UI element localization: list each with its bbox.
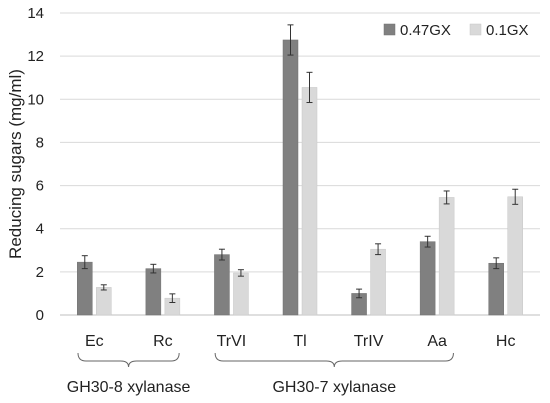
x-tick-label: TrVI (217, 333, 247, 350)
x-tick-label: Aa (427, 333, 447, 350)
y-tick-label: 4 (36, 221, 44, 238)
bar-0.1GX-Tl (301, 87, 318, 316)
y-tick-label: 2 (36, 264, 44, 281)
y-tick-label: 14 (27, 5, 44, 22)
x-tick-label: Tl (293, 333, 306, 350)
bar-0.47GX-Tl (282, 39, 299, 316)
bar-0.1GX-TrVI (233, 272, 249, 316)
bar-0.1GX-Ec (96, 287, 112, 316)
legend-label: 0.1GX (486, 22, 529, 39)
y-tick-label: 0 (36, 307, 44, 324)
y-tick-label: 6 (36, 178, 44, 195)
y-tick-label: 12 (27, 48, 44, 65)
bar-0.47GX-Hc (488, 262, 504, 316)
category-groups: GH30-8 xylanase GH30-7 xylanase (67, 352, 454, 396)
gridlines (60, 12, 540, 273)
x-tick-label: Ec (85, 333, 104, 350)
bars (77, 39, 523, 316)
group-brace (77, 352, 180, 368)
y-tick-label: 10 (27, 91, 44, 108)
group-label: GH30-7 xylanase (272, 379, 396, 396)
legend-swatch (383, 23, 396, 36)
bar-0.1GX-TrIV (370, 248, 386, 316)
bar-0.47GX-TrVI (214, 254, 230, 316)
legend: 0.47GX 0.1GX (383, 22, 529, 39)
x-tick-label: Rc (153, 333, 173, 350)
legend-label: 0.47GX (400, 22, 451, 39)
x-tick-label: TrIV (354, 333, 384, 350)
bar-0.1GX-Hc (507, 196, 523, 316)
x-axis-category-labels: Ec Rc TrVI Tl TrIV Aa Hc (85, 333, 516, 350)
y-axis-ticks: 0 2 4 6 8 10 12 14 (27, 5, 44, 324)
group-label: GH30-8 xylanase (67, 379, 191, 396)
bar-0.47GX-Rc (145, 268, 162, 316)
bar-0.47GX-Aa (419, 241, 436, 316)
error-bars (81, 24, 519, 303)
bar-0.47GX-Ec (77, 261, 93, 316)
y-axis-title: Reducing sugars (mg/ml) (6, 69, 25, 259)
y-tick-label: 8 (36, 134, 44, 151)
bar-0.1GX-Aa (438, 197, 455, 316)
group-brace (214, 352, 454, 368)
legend-swatch (469, 23, 482, 36)
x-tick-label: Hc (496, 333, 516, 350)
